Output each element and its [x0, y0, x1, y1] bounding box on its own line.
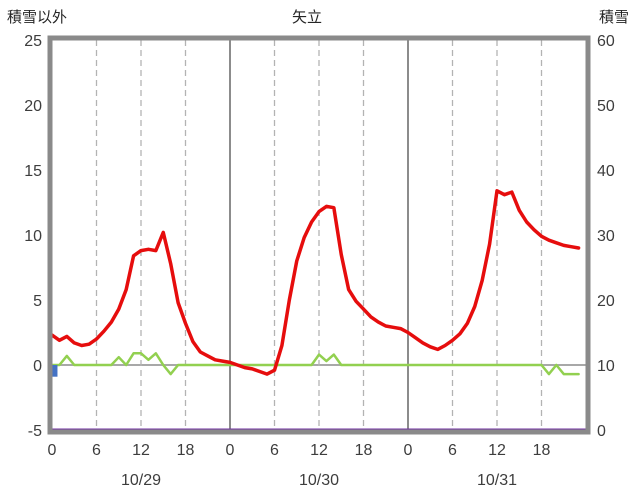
- right-axis-tick-label: 20: [597, 293, 615, 310]
- x-axis-hour-label: 18: [533, 442, 551, 459]
- right-axis-tick-label: 50: [597, 98, 615, 115]
- right-axis-tick-label: 30: [597, 228, 615, 245]
- left-axis-tick-label: 20: [24, 98, 42, 115]
- left-axis-tick-label: 5: [33, 293, 42, 310]
- right-axis-tick-label: 10: [597, 358, 615, 375]
- x-axis-hour-label: 0: [48, 442, 57, 459]
- right-axis-tick-label: 40: [597, 163, 615, 180]
- x-axis-hour-label: 18: [355, 442, 373, 459]
- x-axis-hour-label: 12: [310, 442, 328, 459]
- x-axis-hour-label: 12: [488, 442, 506, 459]
- left-axis-tick-label: 0: [33, 358, 42, 375]
- left-axis-title: 積雪以外: [7, 9, 68, 26]
- chart-header: 積雪以外 矢立 積雪: [0, 6, 636, 28]
- series-green-sensor: [50, 352, 580, 376]
- x-axis-hour-label: 0: [226, 442, 235, 459]
- x-axis-hour-label: 12: [132, 442, 150, 459]
- series-temperature: [50, 189, 581, 376]
- right-axis-tick-label: 0: [597, 423, 606, 440]
- left-axis-tick-label: 15: [24, 163, 42, 180]
- series-precip-bar: [52, 365, 58, 377]
- right-axis-title: 積雪: [598, 9, 629, 26]
- x-axis-hour-label: 18: [177, 442, 195, 459]
- x-axis-date-label: 10/29: [121, 472, 161, 489]
- plot-border: [47, 35, 591, 435]
- right-axis-tick-label: 60: [597, 33, 615, 50]
- x-axis-hour-label: 0: [404, 442, 413, 459]
- x-axis-hour-label: 6: [270, 442, 279, 459]
- left-axis-tick-label: 25: [24, 33, 42, 50]
- left-axis-tick-label: 10: [24, 228, 42, 245]
- left-axis-tick-label: -5: [28, 423, 42, 440]
- x-axis-hour-label: 6: [92, 442, 101, 459]
- chart-title: 矢立: [291, 9, 322, 26]
- x-axis-date-label: 10/30: [299, 472, 339, 489]
- x-axis-date-label: 10/31: [477, 472, 517, 489]
- x-axis-hour-label: 6: [448, 442, 457, 459]
